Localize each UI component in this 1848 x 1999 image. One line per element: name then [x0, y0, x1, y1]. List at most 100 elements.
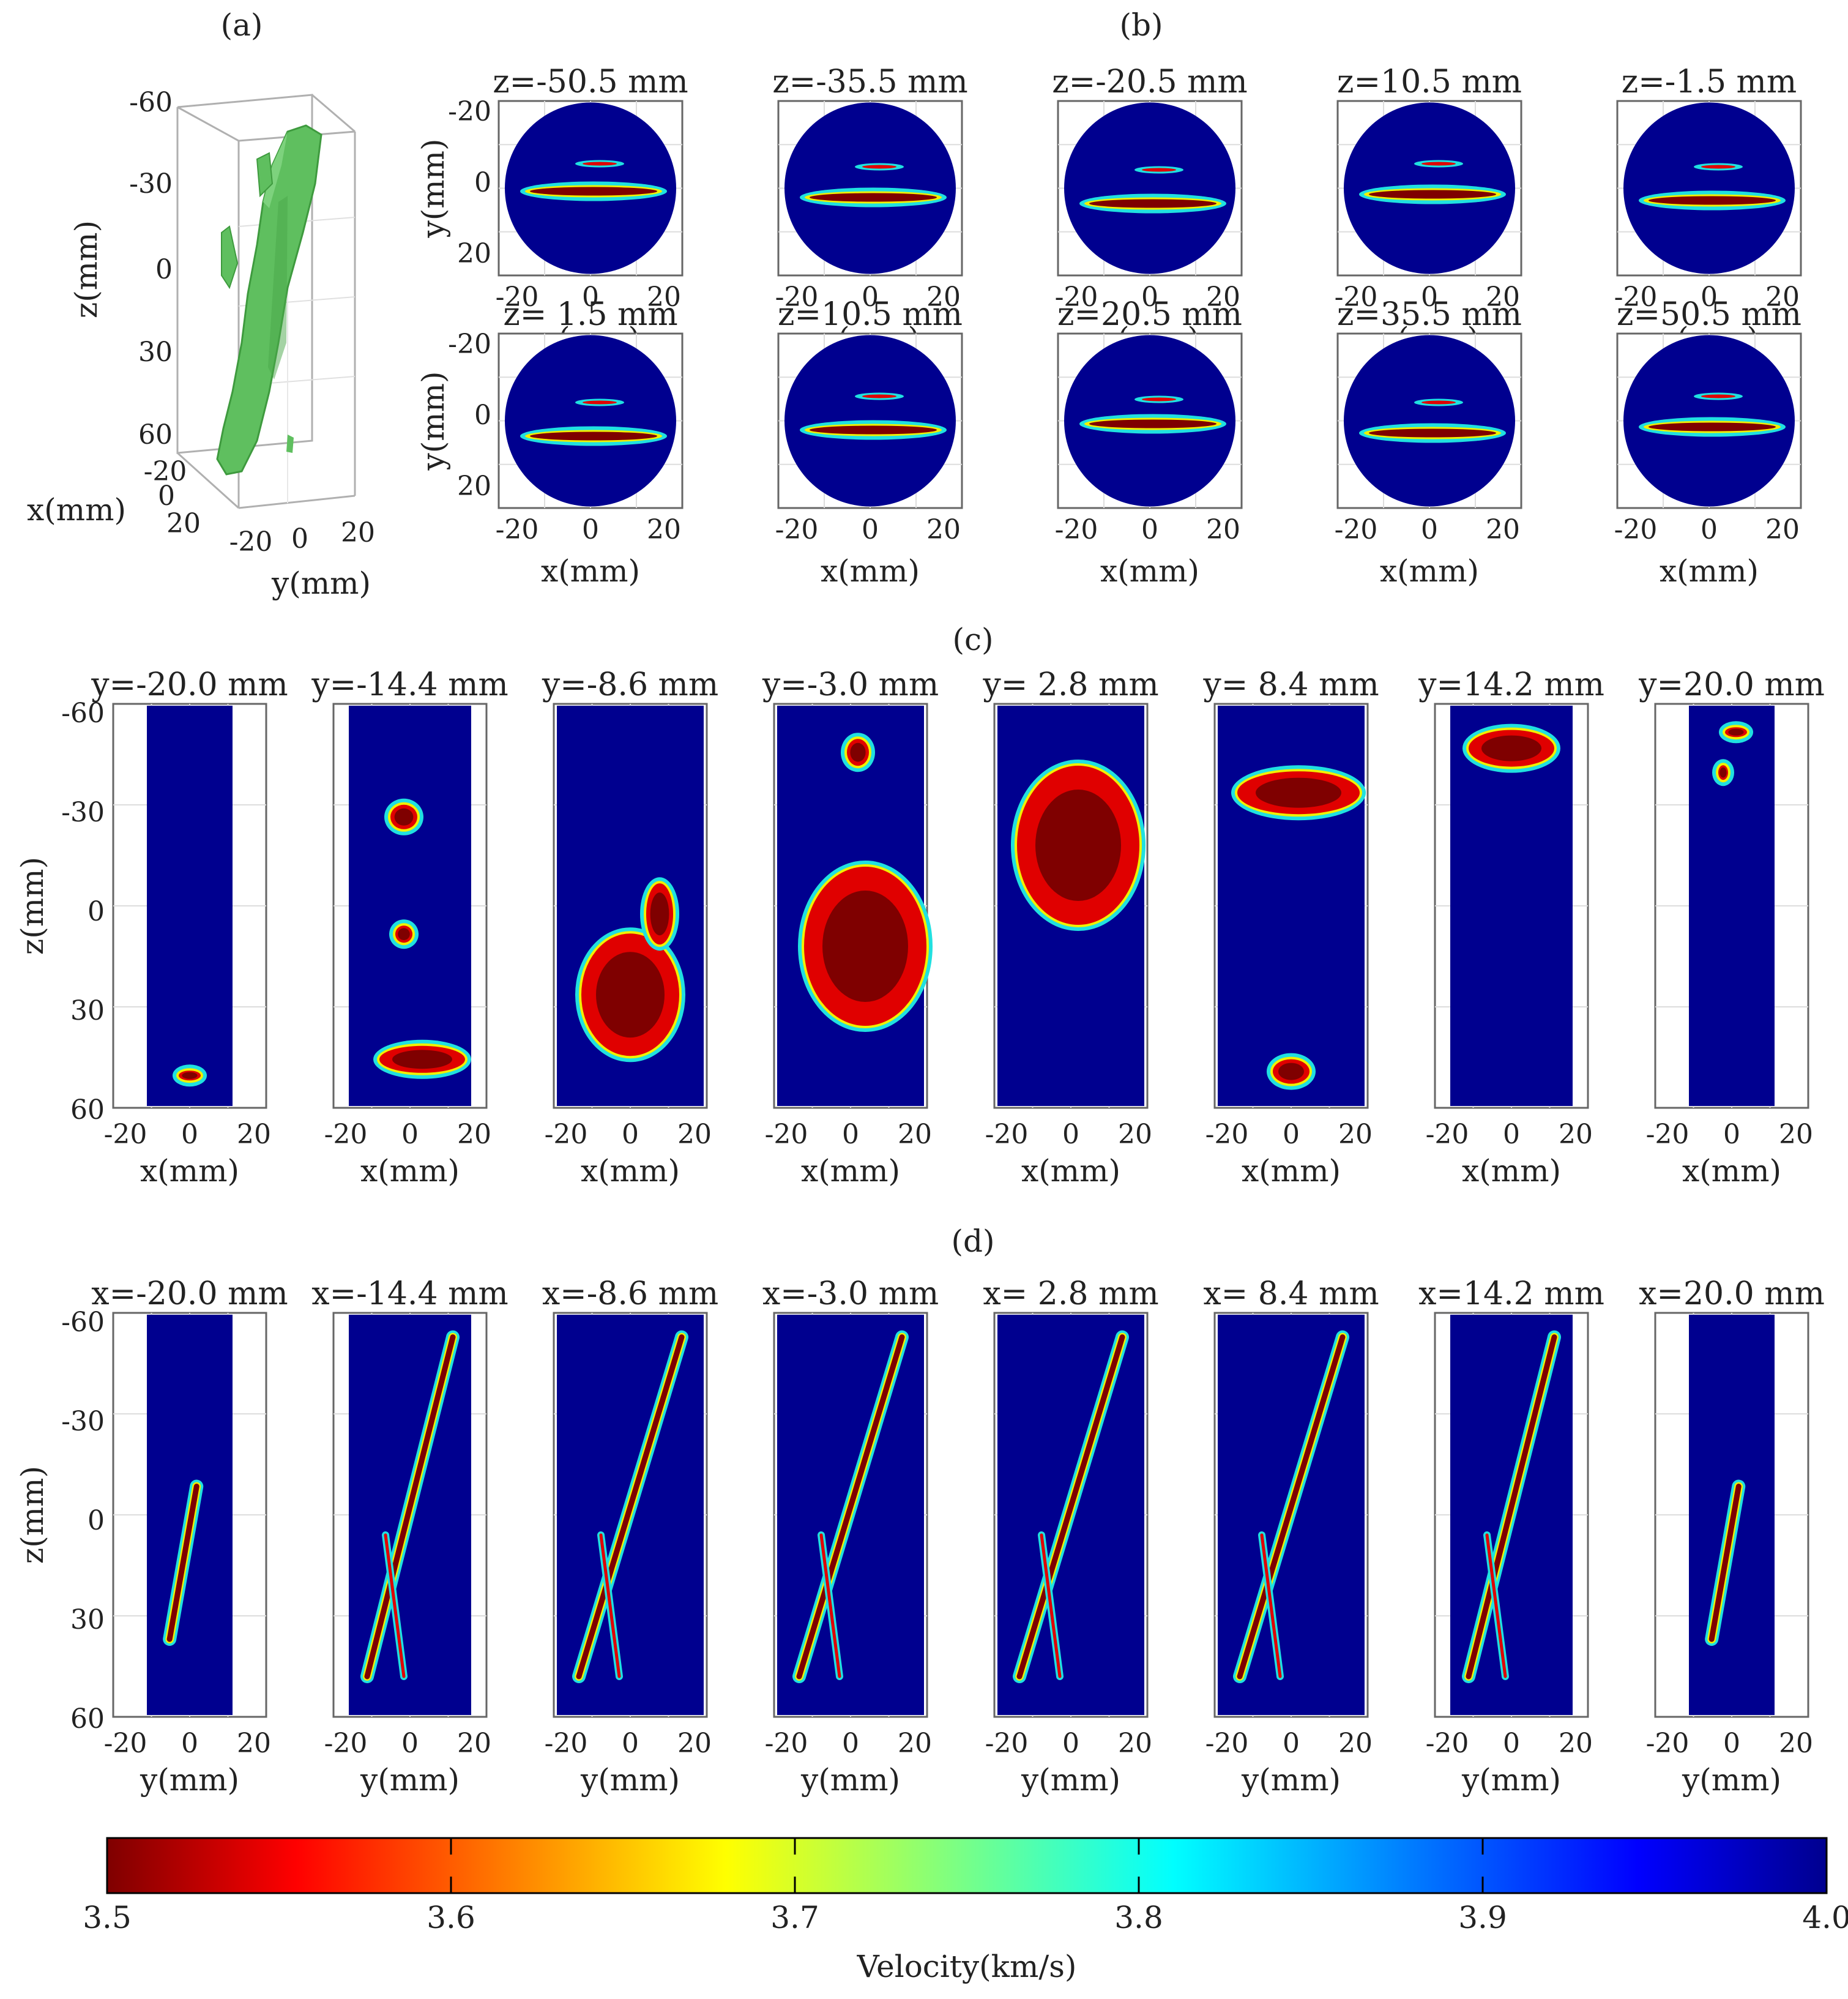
x-tick-label: 20 — [677, 1728, 712, 1759]
anomaly-branch-core — [1485, 1533, 1507, 1678]
anomaly-core — [822, 891, 908, 1002]
x-tick-label: -20 — [1614, 282, 1658, 313]
x-axis-label: x(mm) — [1242, 1153, 1341, 1189]
x-axis-label: x(mm) — [1660, 553, 1759, 589]
x-tick-label: 0 — [1503, 1728, 1520, 1759]
x-tick-label: -20 — [1335, 514, 1378, 545]
x-tick-label: -20 — [985, 1119, 1029, 1150]
x-tick-label: 20 — [1118, 1119, 1152, 1150]
anomaly-core — [1237, 1334, 1346, 1680]
panel-a-x-tick: 20 — [166, 508, 201, 539]
x-tick-label: -20 — [104, 1728, 147, 1759]
x-tick-label: -20 — [1205, 1119, 1249, 1150]
x-tick-label: 20 — [457, 1119, 491, 1150]
x-axis-label: x(mm) — [1021, 1153, 1120, 1189]
slice-title: z=10.5 mm — [778, 296, 963, 333]
slice-title: z=-1.5 mm — [1622, 64, 1797, 100]
x-tick-label: -20 — [775, 514, 819, 545]
z-tick-label: -30 — [61, 1406, 105, 1437]
x-axis-label: x(mm) — [801, 1153, 900, 1189]
y-tick-label: -20 — [448, 96, 491, 127]
slice-title: z=50.5 mm — [1617, 296, 1801, 333]
colorbar-tick-label: 3.6 — [427, 1900, 475, 1935]
slice-title: y=-3.0 mm — [762, 667, 939, 703]
slice-plot-c: y=-8.6 mm -20 0 20x(mm) — [542, 667, 718, 1189]
x-tick-label: -20 — [775, 282, 819, 313]
slice-title: z= 1.5 mm — [503, 296, 677, 333]
x-tick-label: -20 — [1335, 282, 1378, 313]
anomaly-core — [796, 1334, 905, 1680]
panel-a-z-tick: 30 — [138, 337, 173, 368]
x-tick-label: 20 — [926, 514, 961, 545]
anomaly-small-core — [862, 165, 896, 169]
x-tick-label: 0 — [1701, 282, 1718, 313]
z-tick-label: 60 — [70, 1703, 105, 1735]
y-tick-label: -20 — [448, 329, 491, 360]
colorbar-tick-label: 3.9 — [1458, 1900, 1507, 1935]
panel-label-a: (a) — [221, 7, 263, 43]
velocity-disk — [1344, 335, 1515, 507]
x-tick-label: 20 — [1779, 1728, 1813, 1759]
slice-plot-d: x=14.2 mm -20 0 20y(mm) — [1418, 1276, 1604, 1798]
panel-a-z-label: z(mm) — [69, 220, 104, 318]
x-axis-label: y(mm) — [360, 1762, 460, 1798]
anomaly-branch-core — [1260, 1533, 1282, 1678]
x-tick-label: 0 — [181, 1728, 198, 1759]
x-tick-label: -20 — [545, 1119, 588, 1150]
x-tick-label: 20 — [457, 1728, 491, 1759]
x-tick-label: 0 — [1062, 1728, 1079, 1759]
x-tick-label: 0 — [862, 282, 879, 313]
slice-title: y=-20.0 mm — [91, 667, 288, 703]
slice-plot-d: x= 8.4 mm -20 0 20y(mm) — [1203, 1276, 1379, 1798]
anomaly-core — [596, 952, 665, 1038]
anomaly-core — [650, 892, 669, 936]
panel-a-z-tick: 0 — [155, 254, 173, 285]
x-tick-label: 0 — [862, 514, 879, 545]
x-axis-label: y(mm) — [140, 1762, 239, 1798]
slice-plot-c: y= 2.8 mm -20 0 20x(mm) — [982, 667, 1158, 1189]
slice-title: y= 8.4 mm — [1202, 667, 1379, 703]
panel-d-x-slices: x=-20.0 mm-20 0 20y(mm)-60-3003060z(mm)x=-… — [15, 1276, 1825, 1798]
x-axis-label: x(mm) — [1100, 553, 1199, 589]
x-tick-label: 20 — [1559, 1119, 1593, 1150]
slice-title: z=35.5 mm — [1337, 296, 1522, 333]
x-tick-label: 20 — [898, 1119, 932, 1150]
x-tick-label: 0 — [181, 1119, 198, 1150]
x-tick-label: 20 — [677, 1119, 712, 1150]
x-tick-label: 0 — [401, 1728, 419, 1759]
x-tick-label: -20 — [496, 514, 539, 545]
z-tick-label: 30 — [70, 1604, 105, 1635]
anomaly-branch-core — [599, 1533, 621, 1678]
isosurface-body — [216, 124, 322, 476]
slice-plot-b: z=20.5 mm -20 0 20x(mm) — [1055, 296, 1243, 589]
slice-title: x=-3.0 mm — [762, 1276, 939, 1312]
slice-plot-d: x=20.0 mm -20 0 20y(mm) — [1639, 1276, 1825, 1798]
slice-plot-b: z=35.5 mm -20 0 20x(mm) — [1335, 296, 1522, 589]
anomaly-core — [1035, 790, 1121, 901]
x-tick-label: 20 — [1118, 1728, 1152, 1759]
z-axis-label: z(mm) — [15, 1466, 50, 1564]
slice-title: y=14.2 mm — [1418, 667, 1604, 703]
z-tick-label: 30 — [70, 995, 105, 1026]
x-tick-label: 0 — [1283, 1119, 1300, 1150]
x-tick-label: 20 — [647, 282, 681, 313]
slice-title: y=-8.6 mm — [542, 667, 718, 703]
anomaly-core — [530, 432, 657, 441]
anomaly-small-core — [862, 394, 896, 398]
anomaly-core — [1708, 1484, 1742, 1642]
colorbar: 3.5 3.6 3.7 3.8 3.9 4.0 Velocity(km/s) — [83, 1837, 1848, 1984]
anomaly-core — [166, 1484, 199, 1642]
x-tick-label: 0 — [1421, 282, 1438, 313]
colorbar-gradient — [106, 1837, 1828, 1894]
x-tick-label: 0 — [1503, 1119, 1520, 1150]
z-tick-label: -60 — [61, 1307, 105, 1338]
x-tick-label: 0 — [842, 1728, 859, 1759]
colorbar-tick-label: 4.0 — [1802, 1900, 1848, 1935]
y-tick-label: 20 — [457, 238, 491, 269]
x-axis-label: x(mm) — [541, 553, 640, 589]
anomaly-core — [392, 1050, 452, 1069]
anomaly-core — [1719, 767, 1727, 778]
panel-a-x-label: x(mm) — [27, 492, 126, 528]
slice-title: x=-14.4 mm — [311, 1276, 508, 1312]
